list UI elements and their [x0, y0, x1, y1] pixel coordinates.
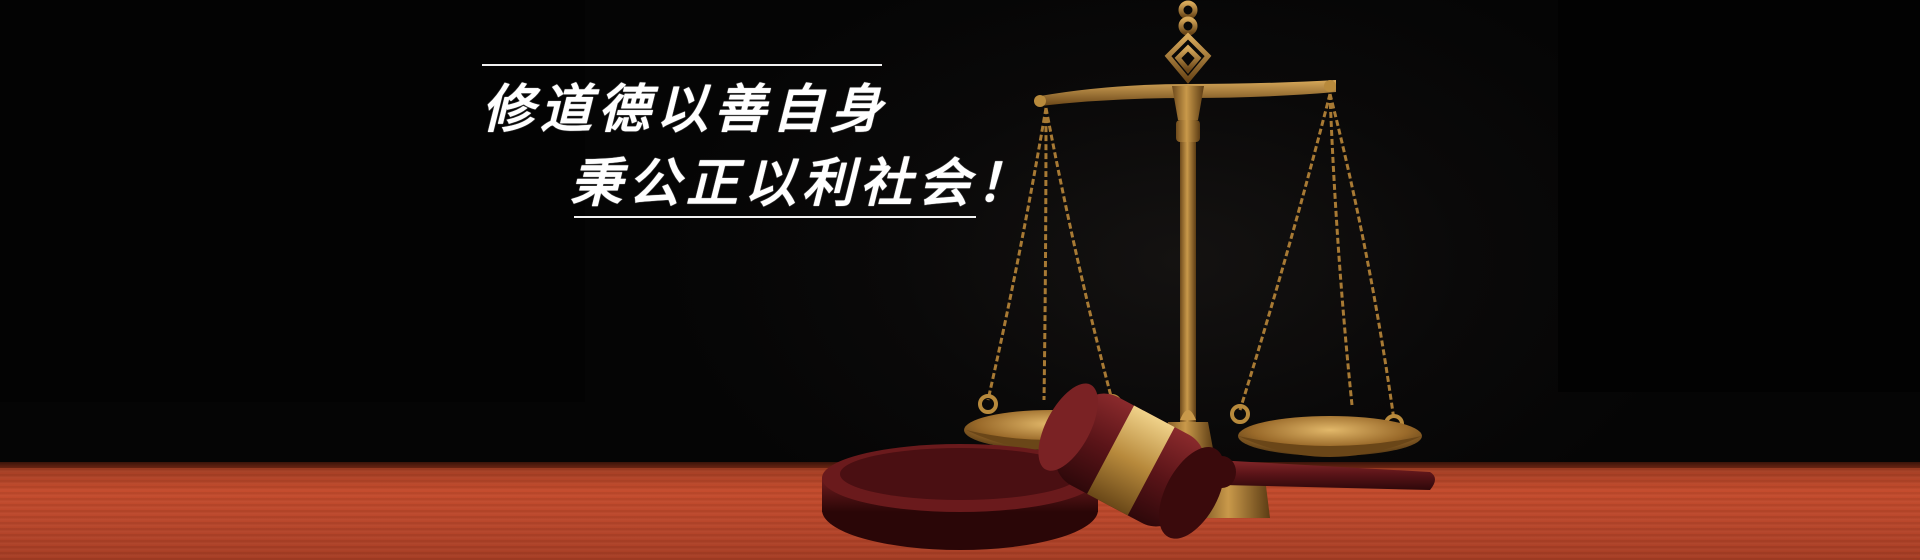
slogan-rule-top: [482, 64, 882, 66]
slogan-line-1: 修道德以善自身: [482, 79, 889, 140]
judge-gavel-icon: [1038, 383, 1435, 539]
backdrop-panel-right: [1558, 0, 1920, 392]
backdrop-panel-left: [0, 0, 585, 402]
slogan-rule-bottom: [574, 216, 976, 218]
slogan-line-2: 秉公正以利社会！: [570, 153, 1035, 214]
sound-block-icon: [822, 444, 1098, 550]
